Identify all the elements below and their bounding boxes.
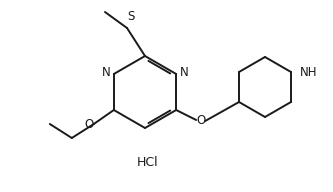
Text: O: O xyxy=(84,118,94,132)
Text: N: N xyxy=(180,66,188,79)
Text: NH: NH xyxy=(300,65,317,79)
Text: S: S xyxy=(127,10,135,23)
Text: N: N xyxy=(102,66,110,79)
Text: O: O xyxy=(196,114,206,127)
Text: HCl: HCl xyxy=(137,156,159,169)
